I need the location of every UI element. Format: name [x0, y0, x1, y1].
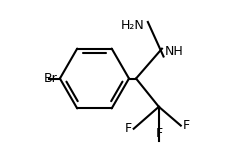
Text: NH: NH [165, 45, 184, 58]
Text: H₂N: H₂N [121, 19, 145, 32]
Text: F: F [125, 122, 132, 135]
Text: F: F [182, 119, 190, 132]
Text: Br: Br [44, 72, 58, 85]
Text: F: F [155, 127, 162, 140]
